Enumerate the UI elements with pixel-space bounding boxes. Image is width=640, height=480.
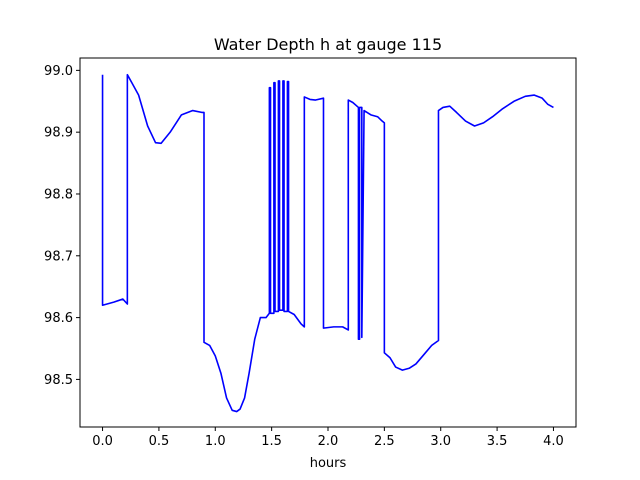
x-tick-label: 2.5 <box>374 434 395 449</box>
series-line-0 <box>101 73 554 413</box>
series-layer <box>101 73 554 413</box>
y-axis-ticks: 98.5 98.6 98.7 98.8 98.9 99.0 <box>44 64 80 388</box>
x-tick-label: 1.5 <box>261 434 282 449</box>
x-tick-label: 3.0 <box>430 434 451 449</box>
y-tick-label: 98.6 <box>44 311 73 326</box>
y-tick-label: 99.0 <box>44 64 73 79</box>
x-tick-label: 0.0 <box>92 434 113 449</box>
chart-title: Water Depth h at gauge 115 <box>214 35 442 54</box>
x-tick-label: 1.0 <box>205 434 226 449</box>
plot-frame <box>79 57 577 428</box>
plot-area <box>80 58 576 427</box>
x-axis-ticks: 0.0 0.5 1.0 1.5 2.0 2.5 3.0 3.5 4.0 <box>92 427 564 449</box>
x-tick-label: 2.0 <box>318 434 339 449</box>
x-tick-label: 0.5 <box>149 434 170 449</box>
y-tick-label: 98.5 <box>44 373 73 388</box>
y-tick-label: 98.9 <box>44 126 73 141</box>
y-tick-label: 98.8 <box>44 187 73 202</box>
y-tick-label: 98.7 <box>44 249 73 264</box>
x-tick-label: 3.5 <box>487 434 508 449</box>
x-tick-label: 4.0 <box>543 434 564 449</box>
x-axis-label: hours <box>310 456 347 471</box>
